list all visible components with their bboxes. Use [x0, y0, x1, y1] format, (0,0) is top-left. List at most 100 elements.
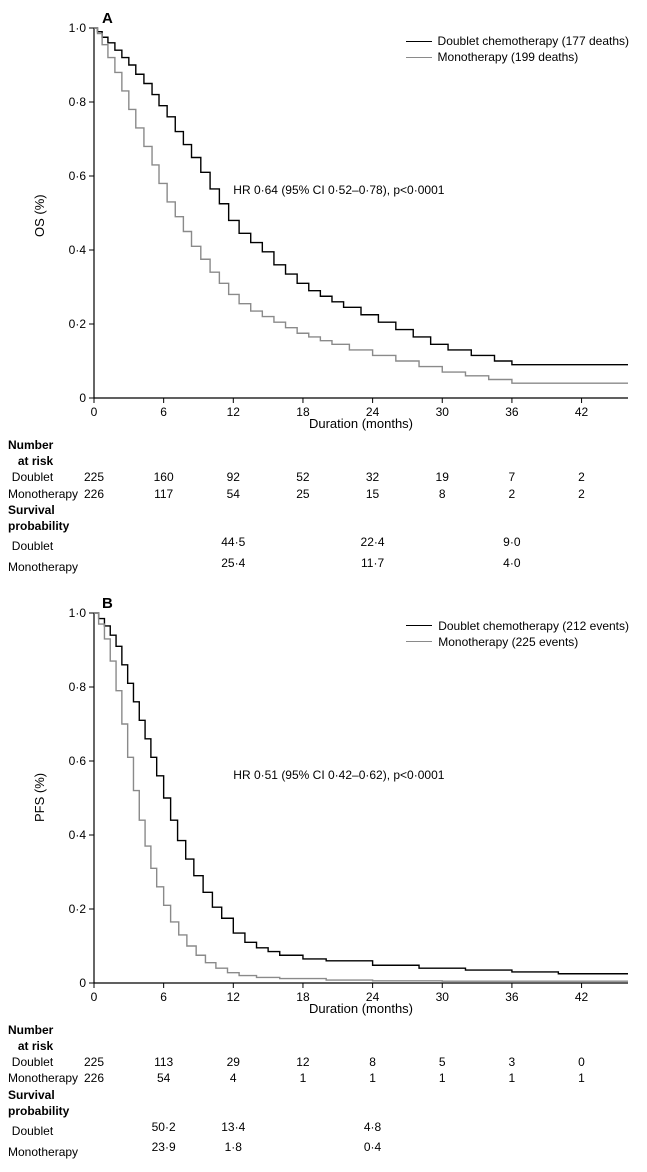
svg-text:18: 18	[296, 990, 310, 1003]
legend-item: Doublet chemotherapy (177 deaths)	[406, 34, 629, 48]
risk-row-label: Doublet	[8, 469, 59, 485]
risk-cell: 29	[198, 1054, 268, 1070]
svg-text:6: 6	[160, 405, 167, 418]
risk-cell: 8	[407, 486, 477, 502]
risk-cell: 2	[547, 469, 617, 485]
risk-cell: 4·8	[338, 1119, 408, 1135]
risk-cell	[59, 1139, 129, 1155]
risk-cell: 0	[547, 1054, 617, 1070]
risk-cell	[547, 534, 617, 550]
svg-text:0·2: 0·2	[69, 317, 87, 331]
svg-text:12: 12	[227, 990, 241, 1003]
risk-cell: 1	[338, 1070, 408, 1086]
risk-cell: 22·4	[338, 534, 408, 550]
risk-cell: 160	[129, 469, 199, 485]
risk-cell	[129, 534, 199, 550]
doublet-curve	[94, 613, 628, 974]
svg-text:0·4: 0·4	[69, 828, 87, 842]
risk-cell	[59, 555, 129, 571]
risk-cell: 4·0	[477, 555, 547, 571]
risk-cell: 11·7	[338, 555, 408, 571]
panel-B: B00·20·40·60·81·006121824303642PFS (%)Do…	[8, 593, 639, 1160]
x-axis-label: Duration (months)	[94, 416, 628, 431]
risk-table: Number at riskDoublet22511329128530Monot…	[8, 1022, 639, 1160]
risk-cell: 226	[59, 486, 129, 502]
svg-text:30: 30	[436, 405, 450, 418]
risk-row-label: Monotherapy	[8, 486, 59, 502]
risk-cell: 12	[268, 1054, 338, 1070]
legend-swatch	[406, 41, 432, 42]
risk-cell: 25	[268, 486, 338, 502]
risk-cell: 1	[407, 1070, 477, 1086]
risk-cell	[407, 534, 477, 550]
legend-label: Doublet chemotherapy (177 deaths)	[438, 34, 629, 48]
hr-annotation: HR 0·51 (95% CI 0·42–0·62), p<0·0001	[233, 768, 444, 782]
legend: Doublet chemotherapy (177 deaths) Monothe…	[406, 34, 629, 66]
risk-cell: 7	[477, 469, 547, 485]
risk-cell: 1·8	[198, 1139, 268, 1155]
risk-header-label: Number at risk	[8, 437, 59, 469]
svg-text:24: 24	[366, 990, 380, 1003]
risk-cell: 2	[547, 486, 617, 502]
risk-cell: 13·4	[198, 1119, 268, 1135]
x-axis-label: Duration (months)	[94, 1001, 628, 1016]
legend-label: Monotherapy (225 events)	[438, 635, 578, 649]
risk-cell	[407, 1139, 477, 1155]
svg-text:0·2: 0·2	[69, 902, 87, 916]
risk-cell: 54	[129, 1070, 199, 1086]
risk-cell: 1	[268, 1070, 338, 1086]
svg-text:24: 24	[366, 405, 380, 418]
risk-cell	[547, 1119, 617, 1135]
svg-text:0·8: 0·8	[69, 95, 87, 109]
km-plot: 00·20·40·60·81·006121824303642	[8, 593, 639, 1003]
risk-row-label: Doublet	[8, 538, 59, 554]
risk-row-label: Monotherapy	[8, 1144, 59, 1160]
risk-header-label: Survival probability	[8, 502, 59, 534]
risk-cell	[268, 1139, 338, 1155]
risk-cell: 9·0	[477, 534, 547, 550]
risk-cell: 0·4	[338, 1139, 408, 1155]
risk-cell: 19	[407, 469, 477, 485]
svg-text:0: 0	[79, 391, 86, 405]
risk-cell	[59, 534, 129, 550]
km-plot: 00·20·40·60·81·006121824303642	[8, 8, 639, 418]
risk-cell: 5	[407, 1054, 477, 1070]
svg-text:36: 36	[505, 990, 519, 1003]
risk-cell: 4	[198, 1070, 268, 1086]
risk-cell	[129, 555, 199, 571]
legend-label: Doublet chemotherapy (212 events)	[438, 619, 629, 633]
risk-cell: 226	[59, 1070, 129, 1086]
panel-letter: B	[102, 595, 113, 612]
legend-item: Monotherapy (225 events)	[406, 635, 629, 649]
svg-text:0: 0	[91, 405, 98, 418]
risk-cell: 113	[129, 1054, 199, 1070]
svg-text:30: 30	[436, 990, 450, 1003]
monotherapy-curve	[94, 613, 628, 981]
risk-cell: 3	[477, 1054, 547, 1070]
risk-cell: 225	[59, 469, 129, 485]
svg-text:1·0: 1·0	[69, 606, 87, 620]
risk-row-label: Monotherapy	[8, 559, 59, 575]
legend-swatch	[406, 641, 432, 642]
monotherapy-curve	[94, 28, 628, 383]
risk-cell: 8	[338, 1054, 408, 1070]
risk-cell	[59, 1119, 129, 1135]
risk-header-label: Survival probability	[8, 1087, 59, 1119]
risk-cell: 50·2	[129, 1119, 199, 1135]
legend-item: Doublet chemotherapy (212 events)	[406, 619, 629, 633]
risk-cell: 32	[338, 469, 408, 485]
y-axis-label: PFS (%)	[32, 773, 47, 822]
svg-text:42: 42	[575, 405, 589, 418]
svg-text:0: 0	[79, 976, 86, 990]
risk-cell	[547, 1139, 617, 1155]
svg-text:12: 12	[227, 405, 241, 418]
risk-cell	[407, 555, 477, 571]
risk-cell: 44·5	[198, 534, 268, 550]
legend-item: Monotherapy (199 deaths)	[406, 50, 629, 64]
risk-header-label: Number at risk	[8, 1022, 59, 1054]
risk-row-label: Monotherapy	[8, 1070, 59, 1086]
risk-cell: 23·9	[129, 1139, 199, 1155]
risk-cell: 92	[198, 469, 268, 485]
risk-cell	[268, 1119, 338, 1135]
svg-text:0·8: 0·8	[69, 680, 87, 694]
